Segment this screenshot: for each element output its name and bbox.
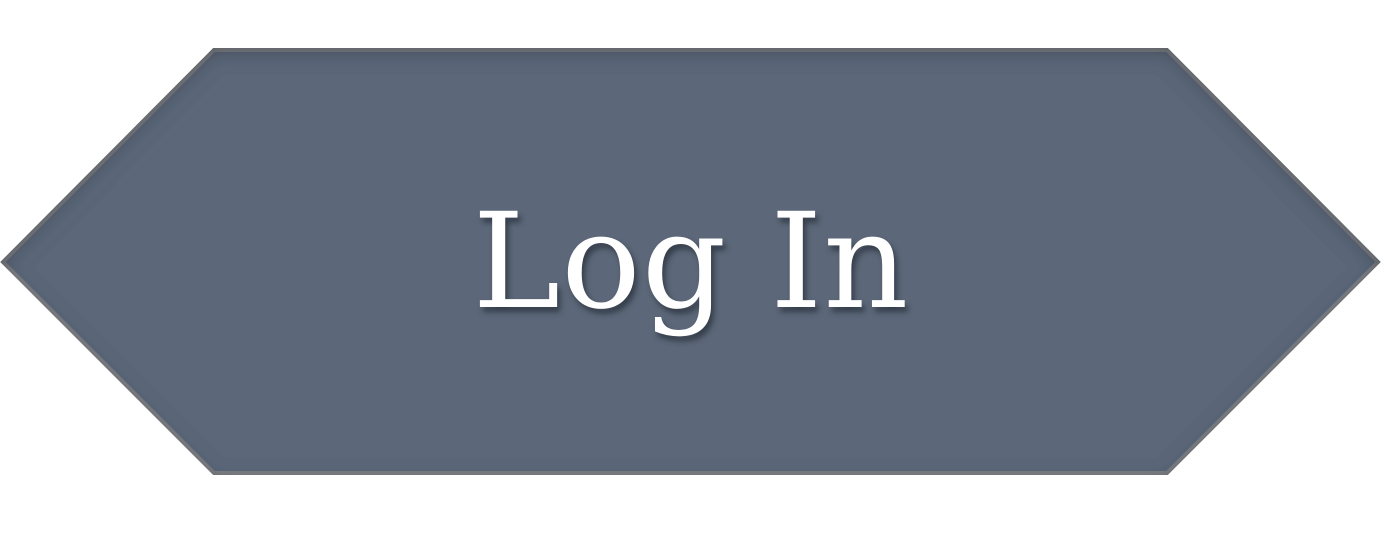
login-button-shape [0, 48, 1381, 475]
login-screen: Log In [0, 0, 1382, 543]
login-button[interactable]: Log In [0, 0, 1382, 543]
